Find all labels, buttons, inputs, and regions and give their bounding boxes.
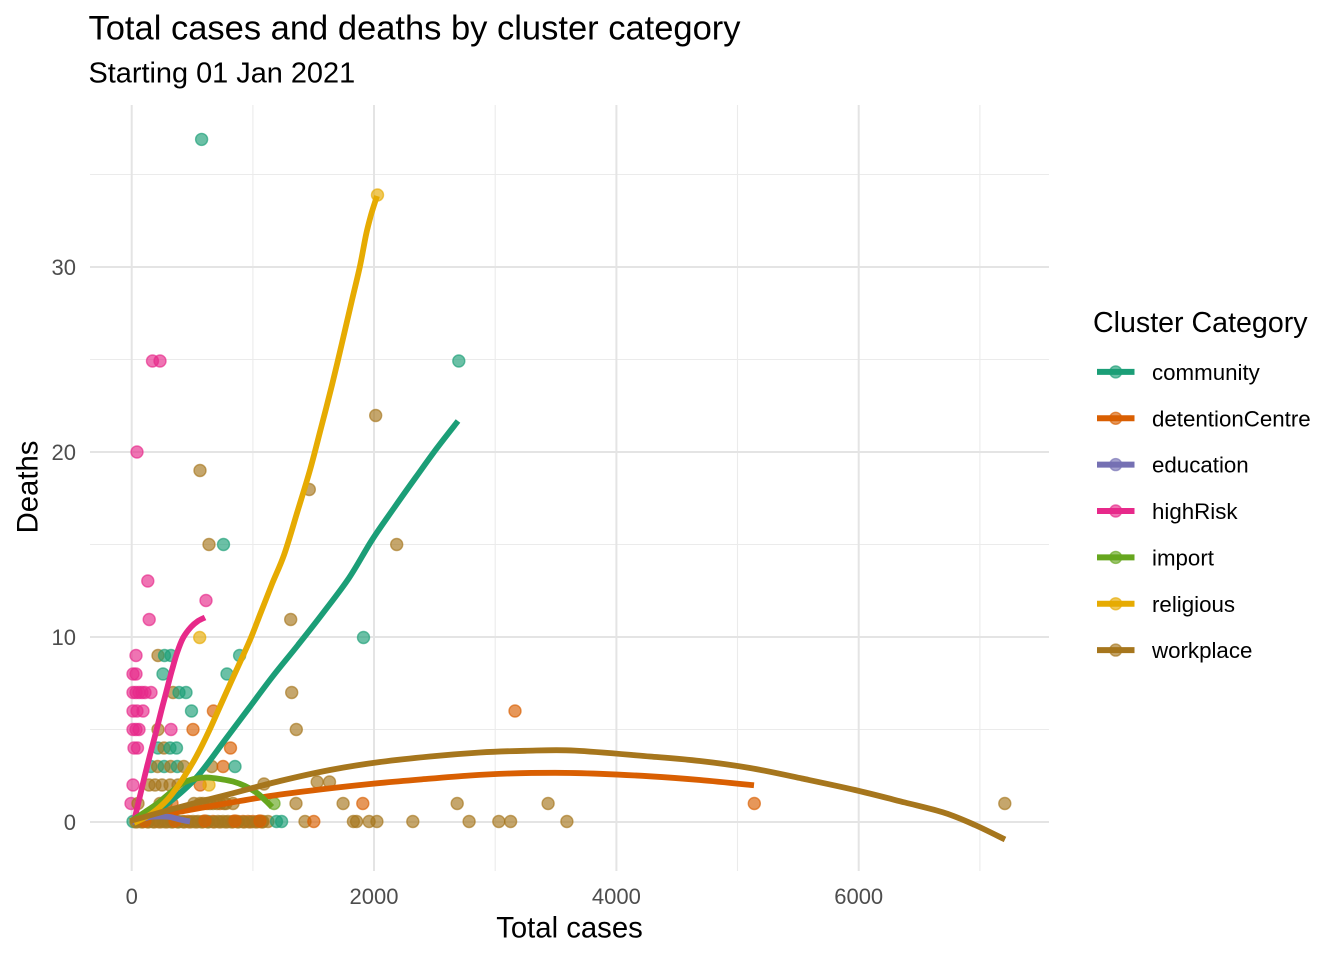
svg-text:10: 10: [52, 625, 76, 650]
svg-text:20: 20: [52, 440, 76, 465]
svg-text:Starting 01 Jan 2021: Starting 01 Jan 2021: [89, 58, 356, 90]
svg-text:highRisk: highRisk: [1152, 499, 1238, 524]
svg-text:30: 30: [52, 255, 76, 280]
svg-text:4000: 4000: [592, 884, 641, 909]
svg-text:0: 0: [64, 810, 76, 835]
svg-text:education: education: [1152, 453, 1249, 478]
svg-text:Total cases: Total cases: [496, 912, 643, 945]
svg-text:import: import: [1152, 545, 1215, 570]
svg-text:6000: 6000: [834, 884, 883, 909]
svg-text:0: 0: [126, 884, 138, 909]
svg-text:2000: 2000: [350, 884, 399, 909]
svg-text:religious: religious: [1152, 592, 1235, 617]
svg-text:Deaths: Deaths: [12, 441, 45, 534]
svg-text:community: community: [1152, 360, 1261, 385]
svg-text:workplace: workplace: [1151, 638, 1252, 663]
svg-text:detentionCentre: detentionCentre: [1152, 406, 1311, 431]
svg-text:Total cases and deaths by clus: Total cases and deaths by cluster catego…: [89, 10, 742, 48]
svg-text:Cluster Category: Cluster Category: [1093, 307, 1308, 339]
